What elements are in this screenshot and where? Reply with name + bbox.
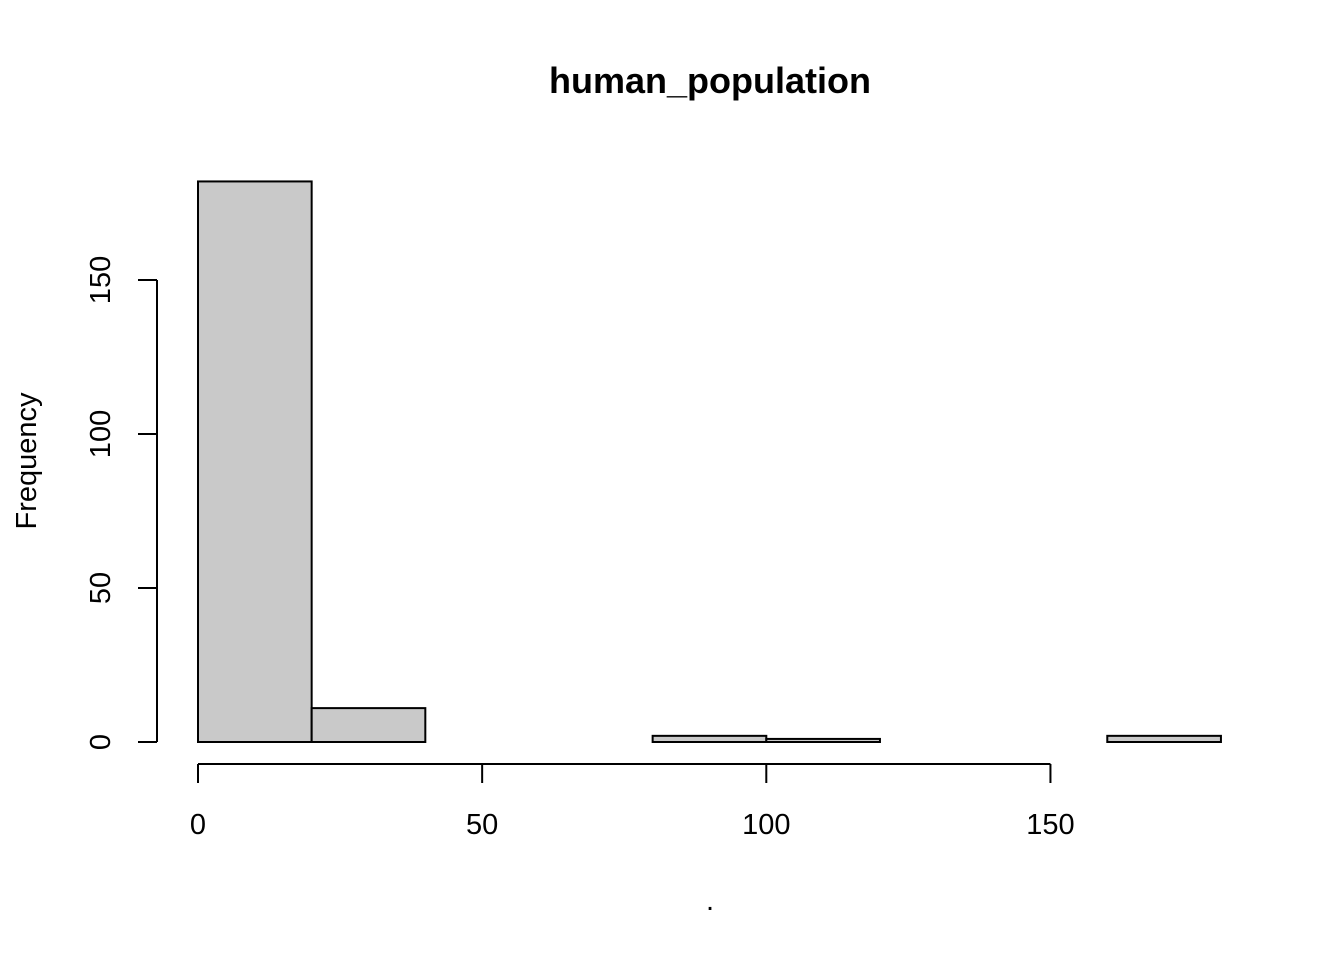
y-tick-label: 50 [85, 572, 117, 604]
histogram-bar [765, 737, 881, 743]
y-tick-label: 150 [85, 256, 117, 304]
x-axis: 0 50 100 150 [190, 763, 1075, 841]
x-axis-label: . [706, 885, 714, 917]
x-tick-label: 100 [742, 809, 790, 841]
x-tick-label: 50 [466, 809, 498, 841]
y-tick-label: 0 [85, 734, 117, 750]
histogram-bar [310, 707, 427, 743]
histogram-bar [1106, 734, 1222, 744]
chart-title: human_population [549, 60, 871, 101]
y-axis: 0 50 100 150 [85, 256, 158, 750]
x-tick-label: 0 [190, 809, 206, 841]
y-axis-label: Frequency [11, 392, 43, 530]
x-tick-label: 150 [1026, 809, 1074, 841]
histogram-bar [197, 180, 313, 743]
histogram-bar [651, 734, 768, 744]
bars-group [197, 180, 1222, 744]
y-tick-label: 100 [85, 410, 117, 458]
